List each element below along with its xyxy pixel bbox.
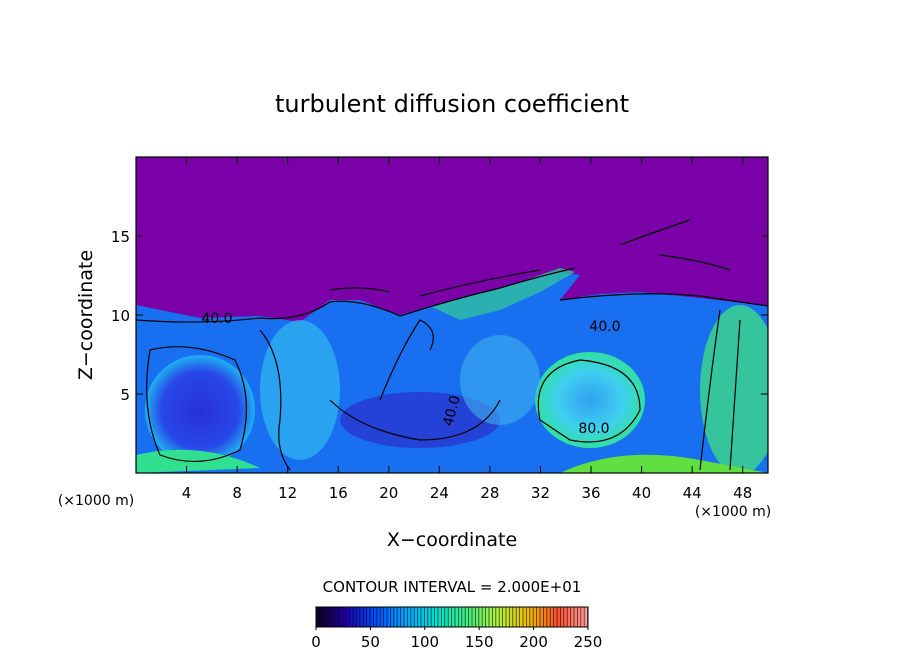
contour-interval: CONTOUR INTERVAL = 2.000E+01 bbox=[323, 578, 582, 596]
x-tick-label: 36 bbox=[581, 484, 600, 502]
x-unit-label: (×1000 m) bbox=[58, 493, 134, 509]
surface-layer bbox=[560, 454, 768, 473]
contour-label: 40.0 bbox=[201, 311, 232, 327]
x-tick-label: 28 bbox=[480, 484, 499, 502]
y-tick-label: 10 bbox=[111, 307, 130, 325]
field bbox=[136, 157, 768, 473]
contour-lines bbox=[136, 219, 768, 471]
contour-label: 80.0 bbox=[578, 421, 609, 437]
x-tick-label: 24 bbox=[430, 484, 449, 502]
colorbar-tick-label: 250 bbox=[574, 633, 603, 651]
colorbar-tick-label: 200 bbox=[519, 633, 548, 651]
cloud-edge bbox=[430, 268, 575, 320]
y-tick-label: 15 bbox=[111, 228, 130, 246]
vortex bbox=[535, 352, 645, 448]
y-axis-label: Z−coordinate bbox=[75, 250, 97, 380]
x-tick-label: 16 bbox=[329, 484, 348, 502]
contour-label: 40.0 bbox=[440, 394, 464, 428]
y-tick-label: 5 bbox=[120, 386, 130, 404]
x-tick-label: 44 bbox=[683, 484, 702, 502]
plume bbox=[260, 320, 340, 460]
colorbar-tick-label: 0 bbox=[311, 633, 321, 651]
x-tick-label: 4 bbox=[182, 484, 192, 502]
x-tick-label: 8 bbox=[232, 484, 242, 502]
x-tick-label: 48 bbox=[733, 484, 752, 502]
contour-label: 40.0 bbox=[589, 319, 620, 335]
x-tick-label: 32 bbox=[531, 484, 550, 502]
vortex bbox=[145, 355, 255, 465]
plume bbox=[460, 335, 540, 425]
colorbar-tick-label: 100 bbox=[410, 633, 439, 651]
x-tick-label: 20 bbox=[379, 484, 398, 502]
plume bbox=[700, 305, 768, 473]
colorbar-tick-label: 50 bbox=[361, 633, 380, 651]
x-tick-label: 40 bbox=[632, 484, 651, 502]
x-axis-label: X−coordinate bbox=[387, 529, 517, 551]
colorbar-tick-label: 150 bbox=[465, 633, 494, 651]
x-unit-label: (×1000 m) bbox=[695, 504, 771, 520]
chart-title: turbulent diffusion coefficient bbox=[275, 90, 629, 118]
x-tick-label: 12 bbox=[278, 484, 297, 502]
